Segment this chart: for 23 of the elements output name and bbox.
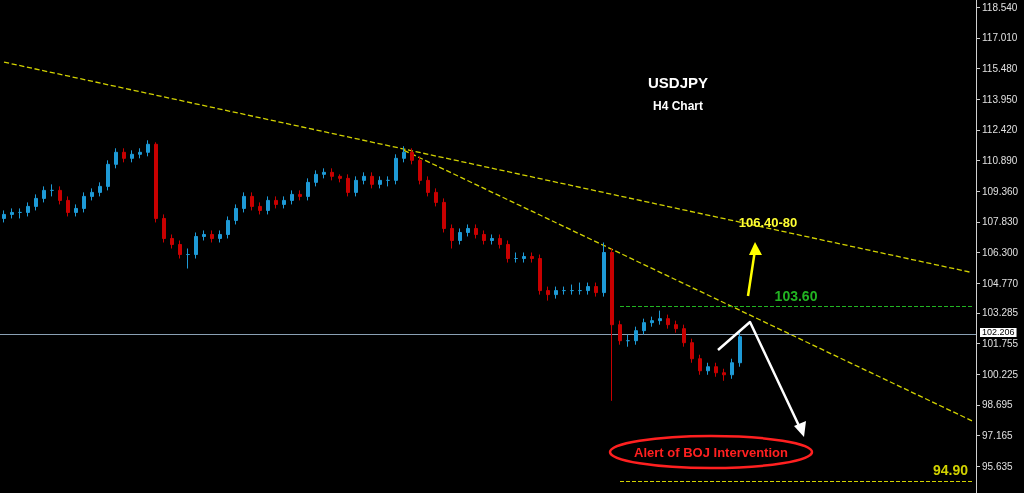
y-tick-label: 117.010	[982, 32, 1018, 44]
ref-line-label: 94.90	[932, 461, 969, 478]
text: H4 Chart	[652, 99, 704, 113]
ref-line-label: 102.206	[982, 327, 1015, 338]
y-tick-label: 115.480	[982, 63, 1018, 75]
text: USDJPY	[647, 74, 709, 91]
annotation: Alert of BOJ Intervention	[634, 444, 788, 460]
y-tick-label: 100.225	[982, 368, 1019, 380]
y-tick-label: 112.420	[982, 124, 1018, 136]
y-tick-label: 113.950	[982, 93, 1018, 105]
y-tick-label: 98.695	[982, 399, 1014, 411]
y-tick-label: 95.635	[982, 460, 1014, 472]
y-tick-label: 101.755	[982, 338, 1019, 350]
annotation: 106.40-80	[738, 214, 798, 230]
y-tick-label: 118.540	[982, 1, 1018, 13]
y-tick-label: 103.285	[982, 307, 1019, 319]
ref-line-label: 103.60	[774, 287, 818, 304]
y-tick-label: 110.890	[982, 155, 1018, 167]
y-tick-label: 104.770	[982, 277, 1019, 289]
y-tick-label: 109.360	[982, 185, 1019, 197]
y-tick-label: 97.165	[982, 430, 1014, 442]
y-tick-label: 106.300	[982, 247, 1019, 259]
y-tick-label: 107.830	[982, 216, 1019, 228]
